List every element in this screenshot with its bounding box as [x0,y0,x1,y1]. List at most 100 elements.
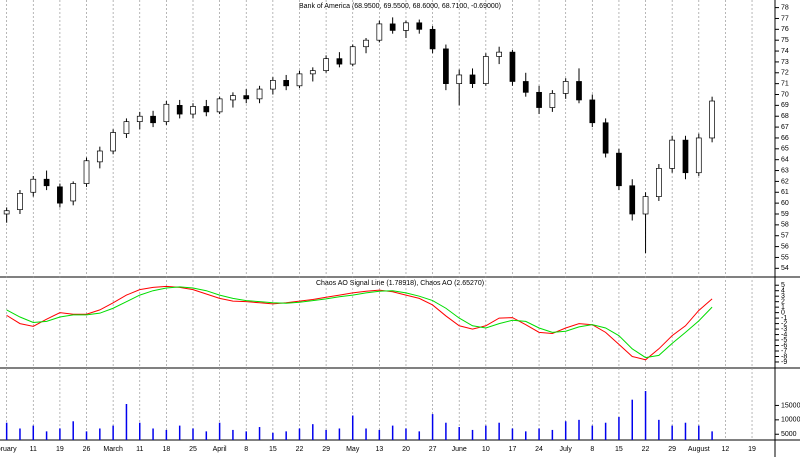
indicator-title: Chaos AO Signal Line (1.78918), Chaos AO… [316,280,484,287]
y-tick-label: 72 [781,70,789,77]
candle-body [176,105,183,115]
candle-body [190,106,196,115]
y-tick-label: 63 [781,167,789,174]
y-tick-label: 68 [781,113,789,120]
x-tick-label: 24 [535,446,543,453]
candle-body [3,210,10,215]
x-tick-label: 18 [162,446,170,453]
x-tick-label: 22 [296,446,304,453]
x-tick-label: July [559,446,572,453]
y-tick-label: 76 [781,26,789,33]
x-tick-label: 8 [244,446,248,453]
y-tick-label: 58 [781,222,789,229]
y-tick-label: 2 [781,299,785,306]
candle-body [509,51,516,82]
candle-body [403,22,409,31]
x-tick-label: 17 [509,446,517,453]
x-tick-label: 12 [722,446,730,453]
x-tick-label: 10 [482,446,490,453]
candle-body [456,74,463,84]
chart-title: Bank of America (68.9500, 69.5500, 68.60… [299,3,501,10]
candle-body [336,58,343,65]
x-tick-label: 11 [136,446,143,453]
candle-body [323,58,329,71]
y-tick-label: 57 [781,233,789,240]
y-tick-label: 61 [781,189,789,196]
candle-body [536,91,542,108]
candle-body [243,95,250,100]
y-tick-label: 62 [781,178,789,185]
x-tick-label: 15 [269,446,277,453]
candle-body [123,121,130,134]
y-tick-label: 56 [781,243,789,250]
y-tick-label: -5 [781,337,787,344]
candle-body [642,196,649,215]
candle-body [309,70,316,75]
x-tick-label: 29 [322,446,330,453]
y-tick-label: 0 [781,309,785,316]
candle-body [256,88,263,100]
candle-body [110,132,116,152]
candle-body [682,139,689,174]
x-tick-label: 26 [83,446,91,453]
candle-body [83,160,90,184]
y-tick-label: -4 [781,331,787,338]
candle-body [70,183,77,202]
indicator-line [6,286,713,359]
y-tick-label: 5000 [781,431,797,438]
y-tick-label: 70 [781,91,789,98]
candle-body [496,51,502,57]
y-tick-label: -1 [781,315,787,322]
y-tick-label: 66 [781,135,789,142]
candle-body [709,100,715,139]
candle-body [57,186,63,204]
y-tick-label: 71 [781,80,789,87]
candle-body [136,115,143,123]
x-tick-label: April [213,446,227,453]
x-tick-label: bruary [0,446,17,453]
y-tick-label: 10000 [781,417,800,424]
y-tick-label: 64 [781,157,789,164]
candle-body [163,103,170,123]
y-tick-label: 73 [781,59,789,66]
candle-body [589,99,596,124]
candle-body [629,185,636,215]
y-tick-label: -6 [781,342,787,349]
candle-body [695,137,702,174]
candle-body [349,46,356,65]
y-tick-label: -8 [781,353,787,360]
x-tick-label: 29 [668,446,676,453]
y-tick-label: 65 [781,146,789,153]
candle-body [389,23,396,31]
candle-body [616,152,622,187]
x-tick-label: August [688,446,710,453]
candle-body [283,80,290,87]
y-tick-label: 69 [781,102,789,109]
y-tick-label: 3 [781,293,785,300]
candle-body [549,93,556,108]
candle-body [150,115,156,124]
y-tick-label: -3 [781,326,787,333]
y-tick-label: 74 [781,48,789,55]
x-tick-label: June [452,446,467,453]
candle-body [656,168,662,197]
x-tick-label: 27 [429,446,437,453]
y-tick-label: 15000 [781,402,800,409]
candle-body [376,23,383,41]
y-tick-label: 60 [781,200,789,207]
y-tick-label: 78 [781,4,789,11]
y-tick-label: 59 [781,211,789,218]
x-tick-label: 25 [189,446,197,453]
y-tick-label: -9 [781,359,787,366]
candle-body [482,56,489,84]
x-tick-label: March [103,446,123,453]
candle-body [416,22,423,30]
y-tick-label: -2 [781,320,787,327]
x-tick-label: 11 [30,446,37,453]
candle-body [230,95,236,101]
y-tick-label: 5 [781,282,785,289]
candle-body [443,48,449,84]
x-tick-label: May [346,446,360,453]
y-tick-label: 77 [781,15,789,22]
